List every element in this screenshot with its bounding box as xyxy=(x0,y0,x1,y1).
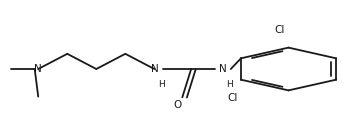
Text: H: H xyxy=(158,80,165,89)
Text: N: N xyxy=(34,64,42,74)
Text: Cl: Cl xyxy=(274,25,285,35)
Text: N: N xyxy=(151,64,159,74)
Text: N: N xyxy=(219,64,227,74)
Text: H: H xyxy=(226,80,233,89)
Text: O: O xyxy=(173,100,182,110)
Text: Cl: Cl xyxy=(227,93,237,103)
